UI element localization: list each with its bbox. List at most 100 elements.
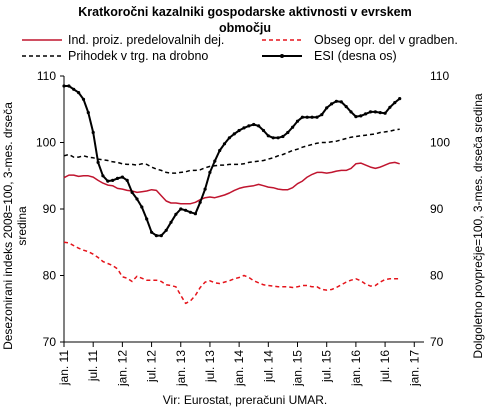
esi-point-13 [120,175,124,179]
legend-label-4: ESI (desna os) [314,49,397,63]
x-tick-label-0: jan. 11 [57,350,71,386]
esi-point-23 [169,220,173,224]
esi-point-41 [257,124,261,128]
y-tick-left-70: 70 [43,335,57,349]
x-tick-label-54: jul. 15 [320,350,334,383]
chart-source: Vir: Eurostat, preračuni UMAR. [163,393,328,407]
esi-point-7 [91,130,95,135]
esi-point-66 [378,111,382,115]
esi-point-55 [325,106,329,110]
y-tick-left-80: 80 [43,269,57,283]
esi-point-47 [286,130,290,135]
esi-point-18 [145,217,149,221]
x-tick-label-66: jul. 16 [378,350,392,383]
x-tick-label-6: jul. 11 [86,350,100,382]
esi-point-61 [354,115,358,119]
y-axis-title-right: Dolgoletno povprečje=100, 3-mes. drseča … [471,93,485,358]
esi-point-14 [125,178,129,182]
esi-point-52 [310,115,314,119]
esi-point-20 [154,234,158,238]
esi-point-37 [237,128,241,133]
esi-point-5 [81,97,86,101]
esi-point-60 [349,110,353,114]
y-tick-right-90: 90 [430,202,444,216]
esi-point-38 [242,126,246,130]
series-line-3 [63,128,400,174]
esi-point-33 [218,148,222,153]
esi-point-56 [330,102,334,106]
esi-point-65 [373,110,377,114]
legend-label-3: Prihodek v trg. na drobno [68,49,208,63]
y-axis-title-left-line-2: sredina [15,206,29,246]
esi-point-49 [295,119,300,123]
x-tick-label-30: jul. 13 [203,350,217,383]
legend-label-1: Ind. proiz. predelovalnih dej. [68,33,224,47]
y-tick-right-80: 80 [430,269,444,283]
x-tick-label-72: jan. 17 [407,350,421,387]
esi-point-11 [111,178,115,182]
esi-point-25 [179,207,183,211]
esi-point-27 [188,210,193,214]
x-tick-label-12: jan. 12 [115,350,129,387]
esi-point-68 [388,105,392,109]
esi-point-58 [339,100,343,104]
esi-point-15 [130,190,134,194]
esi-point-35 [227,136,231,140]
esi-point-21 [159,234,163,238]
y-tick-right-100: 100 [430,136,450,150]
chart-title-line-1: Kratkoročni kazalniki gospodarske aktivn… [78,5,411,19]
x-tick-label-36: jan. 14 [232,350,246,387]
esi-point-30 [203,187,207,191]
series-line-2 [63,241,400,305]
x-tick-label-60: jan. 16 [349,350,363,387]
y-tick-left-110: 110 [37,69,56,83]
esi-point-48 [291,125,295,129]
esi-point-44 [271,136,275,140]
x-tick-label-18: jul. 12 [145,350,159,383]
esi-point-40 [252,122,256,127]
chart-title-line-2: območju [219,21,271,35]
esi-point-46 [281,134,285,139]
esi-point-1 [62,84,66,88]
legend-label-2: Obseg opr. del v gradben. [314,33,458,47]
y-tick-right-70: 70 [430,335,444,349]
esi-point-3 [72,87,76,91]
esi-point-31 [208,170,212,174]
x-tick-label-42: jul. 14 [261,350,275,383]
esi-point-9 [101,174,105,178]
esi-point-36 [232,132,236,136]
esi-point-2 [67,84,71,88]
esi-point-69 [393,101,397,105]
y-axis-title-left-line-1: Desezonirani indeks 2008=100, 3-mes. drs… [1,102,15,350]
y-tick-left-90: 90 [43,202,57,216]
esi-point-39 [247,124,251,128]
esi-point-42 [261,128,266,133]
esi-point-4 [77,91,81,95]
esi-point-16 [135,197,139,201]
series-group [62,84,402,305]
esi-point-8 [96,160,100,164]
esi-point-64 [368,110,373,114]
esi-point-34 [222,142,227,146]
y-tick-left-100: 100 [36,136,56,150]
esi-point-62 [359,114,363,118]
esi-point-67 [383,111,387,115]
esi-point-12 [115,176,120,180]
esi-point-32 [213,159,217,163]
esi-point-59 [344,105,348,109]
esi-point-45 [276,136,280,140]
esi-point-43 [266,134,270,138]
series-line-1 [63,161,400,205]
legend-marker-4 [280,54,284,58]
esi-point-10 [106,179,110,183]
esi-point-70 [398,97,402,101]
esi-point-26 [184,208,188,212]
esi-point-51 [305,115,309,119]
esi-point-53 [315,115,319,119]
esi-point-28 [193,212,197,216]
esi-point-63 [364,112,368,116]
esi-point-6 [86,111,90,115]
esi-point-57 [334,99,338,103]
esi-point-50 [300,115,304,119]
